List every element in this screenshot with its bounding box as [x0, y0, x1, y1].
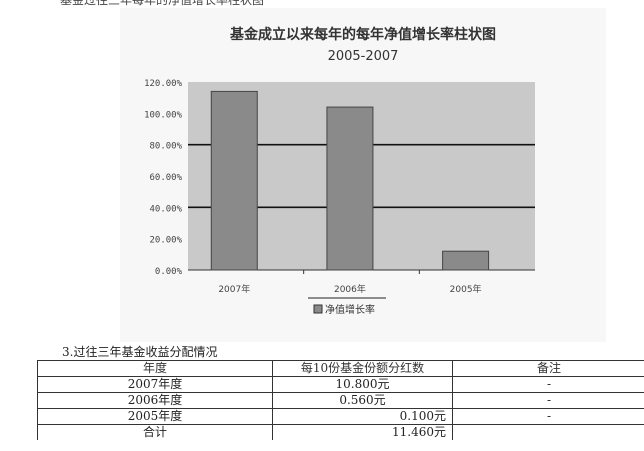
cell-note	[452, 424, 644, 440]
legend-label: 净值增长率	[325, 303, 375, 316]
section-title: 3.过往三年基金收益分配情况	[62, 345, 218, 359]
legend: 净值增长率	[308, 297, 386, 316]
cell-note: -	[452, 392, 644, 409]
chart-subtitle: 2005-2007	[328, 49, 399, 64]
y-tick-label: 100.00%	[144, 110, 183, 120]
page-top-heading: 基金过往三年每年的净值增长率柱状图	[60, 0, 265, 7]
y-tick-label: 80.00%	[149, 142, 182, 152]
cell-year: 2006年度	[37, 392, 273, 409]
x-tick-label: 2007年	[218, 283, 250, 295]
table-row-total: 合计 11.460元	[37, 424, 644, 440]
column-header-dividend: 每10份基金份额分红数	[272, 360, 453, 377]
y-tick-labels: 120.00% 100.00% 80.00% 60.00% 40.00% 20.00% 0.…	[144, 79, 183, 277]
bar	[442, 250, 490, 271]
legend-swatch	[313, 304, 323, 314]
bar	[210, 90, 258, 271]
y-tick-label: 20.00%	[149, 236, 182, 246]
table-row: 2005年度 0.100元 -	[37, 408, 644, 425]
cell-dividend: 10.800元	[272, 376, 453, 393]
table-header-row: 年度 每10份基金份额分红数 备注	[37, 360, 644, 377]
cell-year: 2007年度	[37, 376, 273, 393]
cell-note: -	[452, 376, 644, 393]
bar-chart: 基金成立以来每年的每年净值增长率柱状图 2005-2007 120.00% 100…	[144, 26, 535, 316]
bars	[210, 90, 490, 271]
y-tick-label: 0.00%	[155, 267, 183, 277]
cell-dividend: 0.560元	[272, 392, 453, 409]
x-tick-label: 2006年	[334, 283, 366, 295]
cell-dividend: 0.100元	[272, 408, 453, 425]
bar-chart-figure: 基金成立以来每年的每年净值增长率柱状图 2005-2007 120.00% 100…	[120, 8, 606, 342]
cell-note: -	[452, 408, 644, 425]
y-tick-label: 120.00%	[144, 79, 183, 89]
chart-title: 基金成立以来每年的每年净值增长率柱状图	[230, 26, 496, 43]
x-tick-label: 2005年	[450, 283, 482, 295]
table-row: 2007年度 10.800元 -	[37, 376, 644, 393]
bar	[326, 106, 374, 271]
y-tick-label: 60.00%	[149, 173, 182, 183]
column-header-note: 备注	[452, 360, 644, 377]
table-row: 2006年度 0.560元 -	[37, 392, 644, 409]
cell-year: 2005年度	[37, 408, 273, 425]
cell-year: 合计	[37, 424, 273, 440]
y-tick-label: 40.00%	[149, 204, 182, 214]
dividend-table: 年度 每10份基金份额分红数 备注 2007年度 10.800元 - 2006年…	[37, 360, 644, 440]
column-header-year: 年度	[37, 360, 273, 377]
x-tick-labels: 2007年 2006年 2005年	[218, 270, 482, 295]
cell-dividend: 11.460元	[272, 424, 453, 440]
